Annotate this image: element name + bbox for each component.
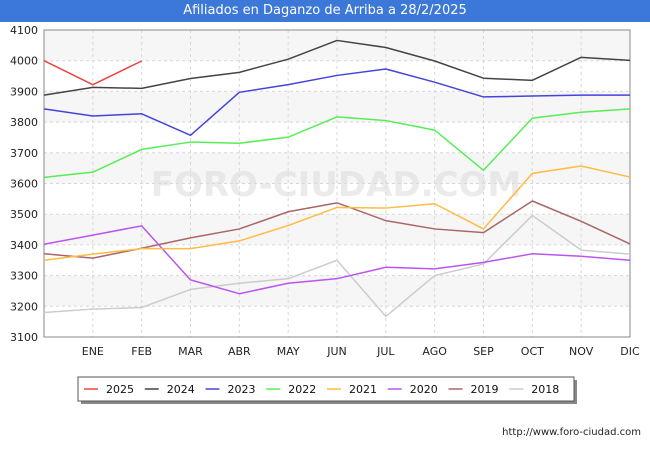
y-tick-label: 3500: [10, 208, 38, 221]
series-line-2018: [43, 214, 631, 318]
series-line-2023: [43, 68, 630, 137]
legend-label-2023: 2023: [228, 383, 256, 396]
y-tick-label: 3400: [10, 239, 38, 252]
series-lines: [43, 39, 631, 318]
grid-lines: [43, 29, 631, 338]
y-tick-label: 4100: [10, 24, 38, 37]
x-tick-label: JUN: [326, 345, 347, 358]
legend-label-2025: 2025: [106, 383, 134, 396]
x-tick-label: ENE: [82, 345, 104, 358]
y-tick-label: 3600: [10, 178, 38, 191]
y-tick-label: 3200: [10, 300, 38, 313]
y-tick-label: 3100: [10, 331, 38, 344]
footer-url: http://www.foro-ciudad.com: [502, 427, 641, 438]
legend-label-2024: 2024: [167, 383, 195, 396]
x-tick-label: SEP: [473, 345, 494, 358]
x-tick-label: AGO: [422, 345, 447, 358]
legend-label-2019: 2019: [471, 383, 499, 396]
y-tick-label: 3300: [10, 270, 38, 283]
series-line-2025: [43, 60, 142, 86]
chart-title: Afiliados en Daganzo de Arriba a 28/2/20…: [0, 0, 650, 22]
legend-label-2022: 2022: [288, 383, 316, 396]
x-tick-label: DIC: [620, 345, 640, 358]
legend-box: [77, 376, 575, 402]
x-tick-label: NOV: [569, 345, 594, 358]
legend-label-2018: 2018: [531, 383, 559, 396]
line-chart: FORO-CIUDAD.COM 3100 3200 3300 3400 3500 3600…: [10, 24, 640, 404]
legend-label-2020: 2020: [410, 383, 438, 396]
y-axis-ticks: 3100 3200 3300 3400 3500 3600 3700 3800 3900 4000…: [10, 24, 38, 344]
x-tick-label: MAR: [178, 345, 203, 358]
legend-label-2021: 2021: [349, 383, 377, 396]
y-tick-label: 3700: [10, 147, 38, 160]
x-tick-label: FEB: [131, 345, 152, 358]
y-tick-label: 3900: [10, 85, 38, 98]
x-tick-label: ABR: [228, 345, 251, 358]
x-tick-label: OCT: [521, 345, 544, 358]
legend: 2025 2024 2023 2022 2021 2020 2019 2018: [77, 376, 577, 404]
series-line-2021: [43, 165, 631, 261]
series-line-2022: [43, 108, 631, 179]
x-axis-ticks: ENE FEB MAR ABR MAY JUN JUL AGO SEP OCT NOV DIC: [82, 345, 640, 358]
series-line-2024: [43, 39, 631, 96]
x-tick-label: MAY: [277, 345, 300, 358]
series-line-2020: [43, 225, 631, 295]
plot-frame: [43, 29, 631, 338]
y-tick-label: 3800: [10, 116, 38, 129]
y-tick-label: 4000: [10, 55, 38, 68]
watermark: FORO-CIUDAD.COM: [151, 165, 522, 205]
x-tick-label: JUL: [376, 345, 395, 358]
